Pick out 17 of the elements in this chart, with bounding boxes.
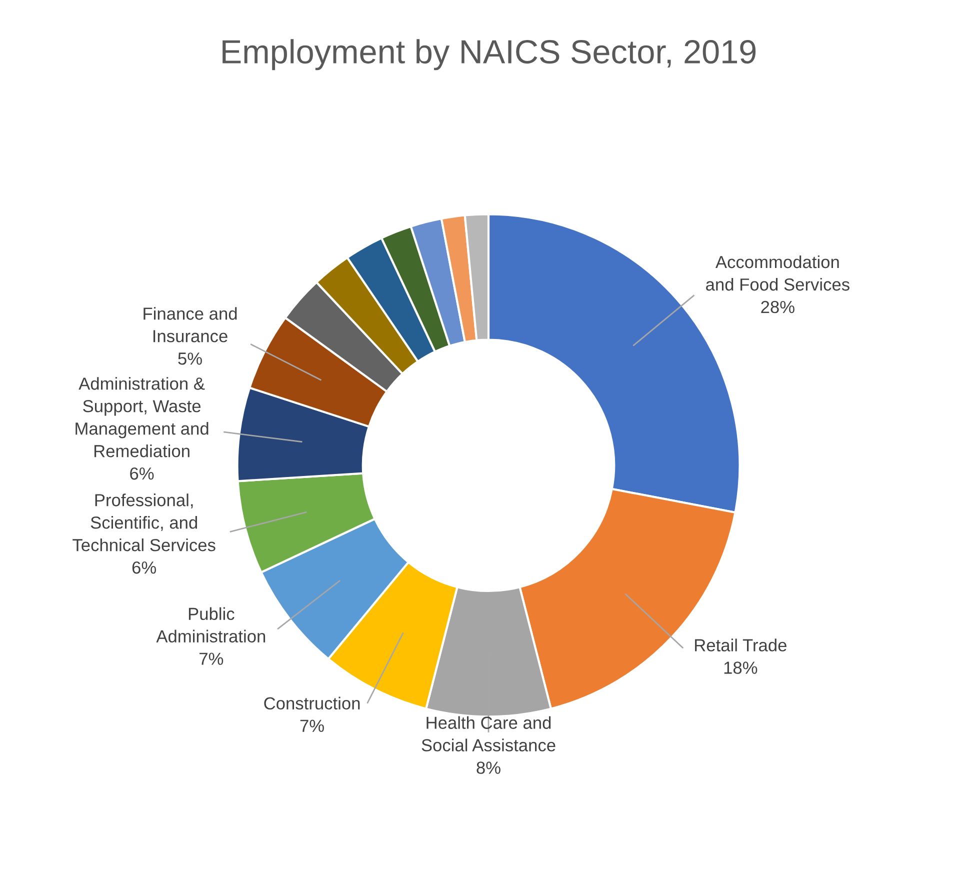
data-label: 7%	[300, 720, 324, 732]
slice-label: Accommodation and Food Services	[706, 255, 850, 291]
chart-title: Employment by NAICS Sector, 2019	[222, 39, 756, 70]
slice-label: Health Care and Social Assistance	[422, 716, 556, 752]
slice-label: Administration & Support, Waste Management and Remediation	[76, 377, 208, 458]
slice-label: Public Administration	[156, 607, 266, 643]
data-label: 18%	[724, 662, 758, 674]
data-label: 6%	[130, 467, 154, 480]
data-label: 8%	[476, 762, 500, 774]
data-label: 6%	[132, 561, 156, 574]
slice-label: Construction	[264, 696, 360, 710]
data-label: 28%	[761, 300, 794, 314]
slice-label: Finance and Insurance	[144, 307, 237, 342]
data-label: 5%	[178, 352, 202, 365]
data-label: 7%	[200, 652, 224, 665]
slice-label: Retail Trade	[695, 638, 786, 652]
slice-label: Professional, Scientific, and Technical Services	[72, 494, 216, 552]
